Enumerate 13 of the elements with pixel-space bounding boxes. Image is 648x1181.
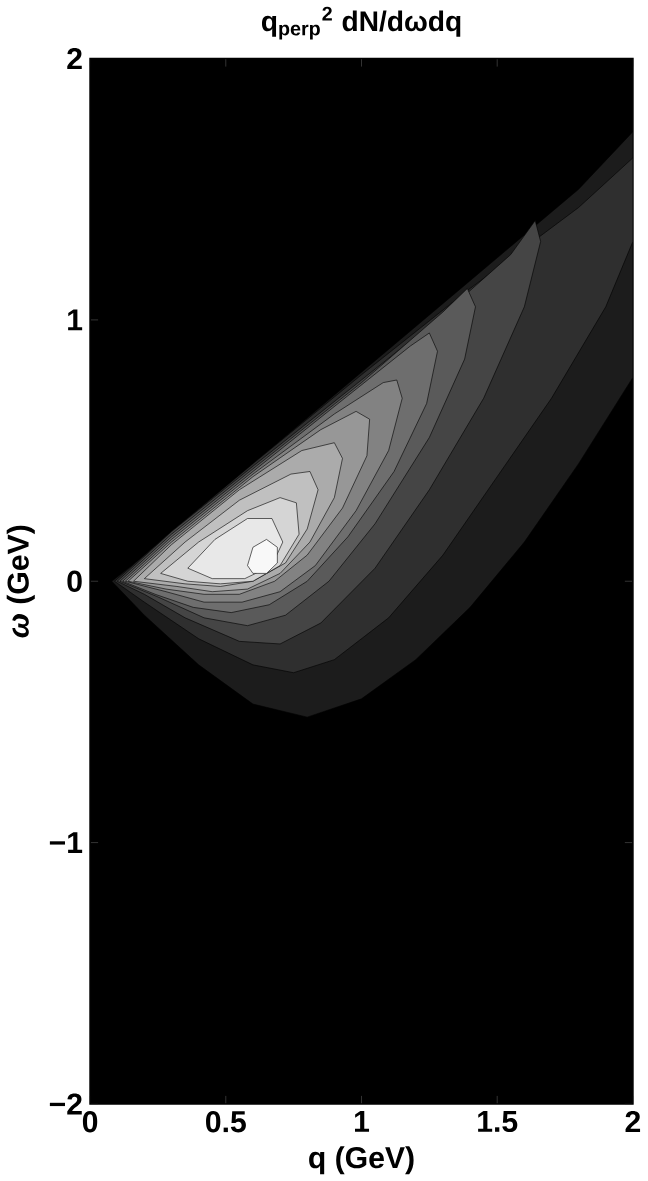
y-tick-label: 1 (68, 309, 83, 331)
chart-title: q$_{perp}$$^{2}$ dN/dωdq (262, 6, 461, 40)
x-tick-label: 2 (625, 1111, 641, 1133)
x-tick-label: 1 (355, 1111, 370, 1132)
y-tick-label: 0 (67, 570, 82, 592)
x-tick-label: 1.5 (478, 1111, 518, 1133)
x-tick-label: 0.5 (206, 1111, 246, 1133)
y-axis-title: ω (GeV) (6, 525, 35, 638)
y-tick-label: 2 (67, 48, 82, 70)
x-axis-title: q (GeV) (309, 1146, 414, 1175)
y-tick-label: −1 (49, 832, 83, 853)
x-tick-label: 0 (82, 1111, 98, 1133)
y-tick-label: −2 (49, 1093, 82, 1115)
